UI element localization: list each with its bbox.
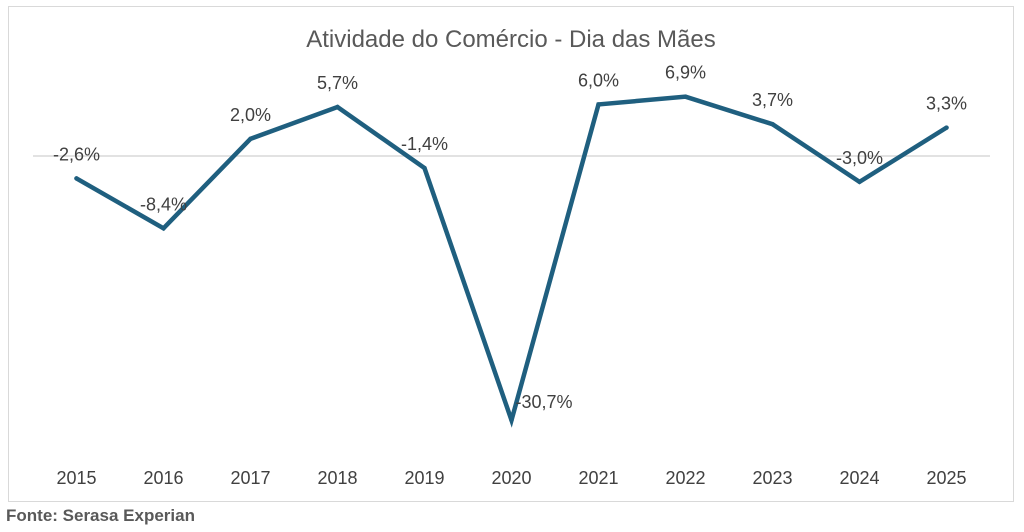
x-tick-2025: 2025 xyxy=(926,468,966,488)
data-point-2024 xyxy=(857,179,862,185)
data-label-2024: -3,0% xyxy=(836,148,883,168)
data-label-2021: 6,0% xyxy=(578,70,619,90)
series-line xyxy=(74,94,949,428)
data-point-2016 xyxy=(161,226,166,231)
data-label-2023: 3,7% xyxy=(752,90,793,110)
data-label-2016: -8,4% xyxy=(140,194,187,214)
data-point-2019 xyxy=(422,165,427,171)
x-tick-2024: 2024 xyxy=(839,468,879,488)
data-point-2025 xyxy=(944,125,949,130)
data-label-2025: 3,3% xyxy=(926,94,967,114)
x-tick-2020: 2020 xyxy=(491,468,531,488)
data-labels: -2,6% -8,4% 2,0% 5,7% -1,4% -30,7% 6,0% 6,9% 3,7… xyxy=(53,63,967,413)
data-point-2023 xyxy=(770,122,775,127)
x-axis-ticks: 2015 2016 2017 2018 2019 2020 2021 2022 2023 2024… xyxy=(56,468,966,488)
x-tick-2022: 2022 xyxy=(665,468,705,488)
data-point-2018 xyxy=(335,104,340,110)
data-point-2015 xyxy=(74,176,79,181)
data-label-2019: -1,4% xyxy=(401,134,448,154)
x-tick-2019: 2019 xyxy=(404,468,444,488)
x-tick-2021: 2021 xyxy=(578,468,618,488)
data-point-2021 xyxy=(596,102,601,107)
chart-title: Atividade do Comércio - Dia das Mães xyxy=(306,26,716,53)
x-tick-2018: 2018 xyxy=(317,468,357,488)
source-note: Fonte: Serasa Experian xyxy=(6,506,195,525)
data-label-2020: -30,7% xyxy=(516,392,573,412)
data-label-2017: 2,0% xyxy=(230,105,271,125)
data-label-2022: 6,9% xyxy=(665,63,706,83)
data-points xyxy=(74,94,949,423)
data-point-2020 xyxy=(509,418,514,423)
x-tick-2016: 2016 xyxy=(143,468,183,488)
data-label-2015: -2,6% xyxy=(53,144,100,164)
data-point-2022 xyxy=(683,94,688,99)
x-tick-2017: 2017 xyxy=(230,468,270,488)
x-tick-2023: 2023 xyxy=(752,468,792,488)
data-point-2017 xyxy=(248,136,253,142)
data-label-2018: 5,7% xyxy=(317,73,358,93)
x-tick-2015: 2015 xyxy=(56,468,96,488)
